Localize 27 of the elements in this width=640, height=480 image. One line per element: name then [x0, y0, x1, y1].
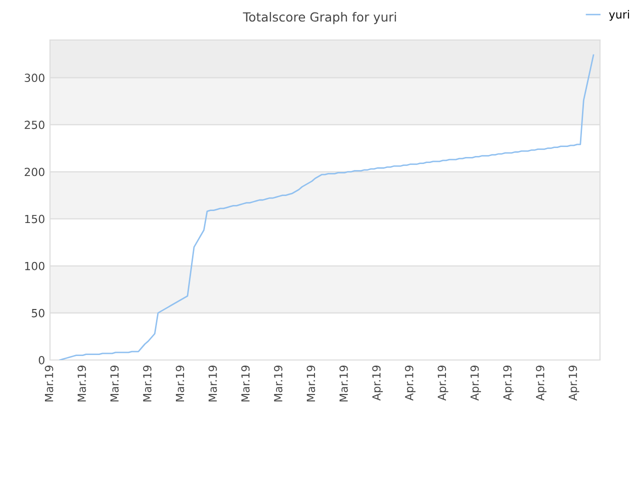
x-tick-label: Mar.19 [274, 366, 282, 402]
legend-label: yuri [609, 10, 629, 21]
x-tick-label: Mar.19 [339, 366, 348, 402]
line-series [59, 54, 594, 360]
x-tick-label: Mar.19 [306, 366, 316, 402]
x-tick-label: Apr.19 [503, 366, 514, 401]
y-tick-label: 100 [25, 262, 44, 270]
y-tick-label: 50 [32, 308, 44, 318]
y-tick-label: 250 [24, 120, 44, 130]
x-tick-label: Apr.19 [438, 366, 448, 401]
x-tick-label: Mar.19 [208, 366, 217, 402]
x-tick-label: Mar.19 [44, 366, 54, 402]
x-tick-label: Mar.19 [143, 366, 152, 402]
x-tick-label: Apr.19 [372, 366, 383, 401]
x-tick-label: Mar.19 [241, 366, 250, 402]
x-tick-label: Mar.19 [110, 366, 119, 402]
x-tick-label: Mar.19 [176, 366, 184, 402]
y-tick-label: 200 [24, 168, 44, 176]
y-tick-label: 150 [25, 214, 44, 224]
x-tick-label: Apr.19 [568, 366, 580, 401]
y-tick-label: 300 [24, 74, 44, 82]
y-tick-label: 0 [38, 356, 44, 364]
x-tick-label: Apr.19 [404, 366, 416, 401]
chart-title: Totalscore Graph for yuri [242, 12, 396, 24]
x-tick-label: Mar.19 [78, 366, 86, 402]
x-tick-label: Apr.19 [470, 366, 481, 401]
x-tick-label: Apr.19 [536, 366, 546, 401]
